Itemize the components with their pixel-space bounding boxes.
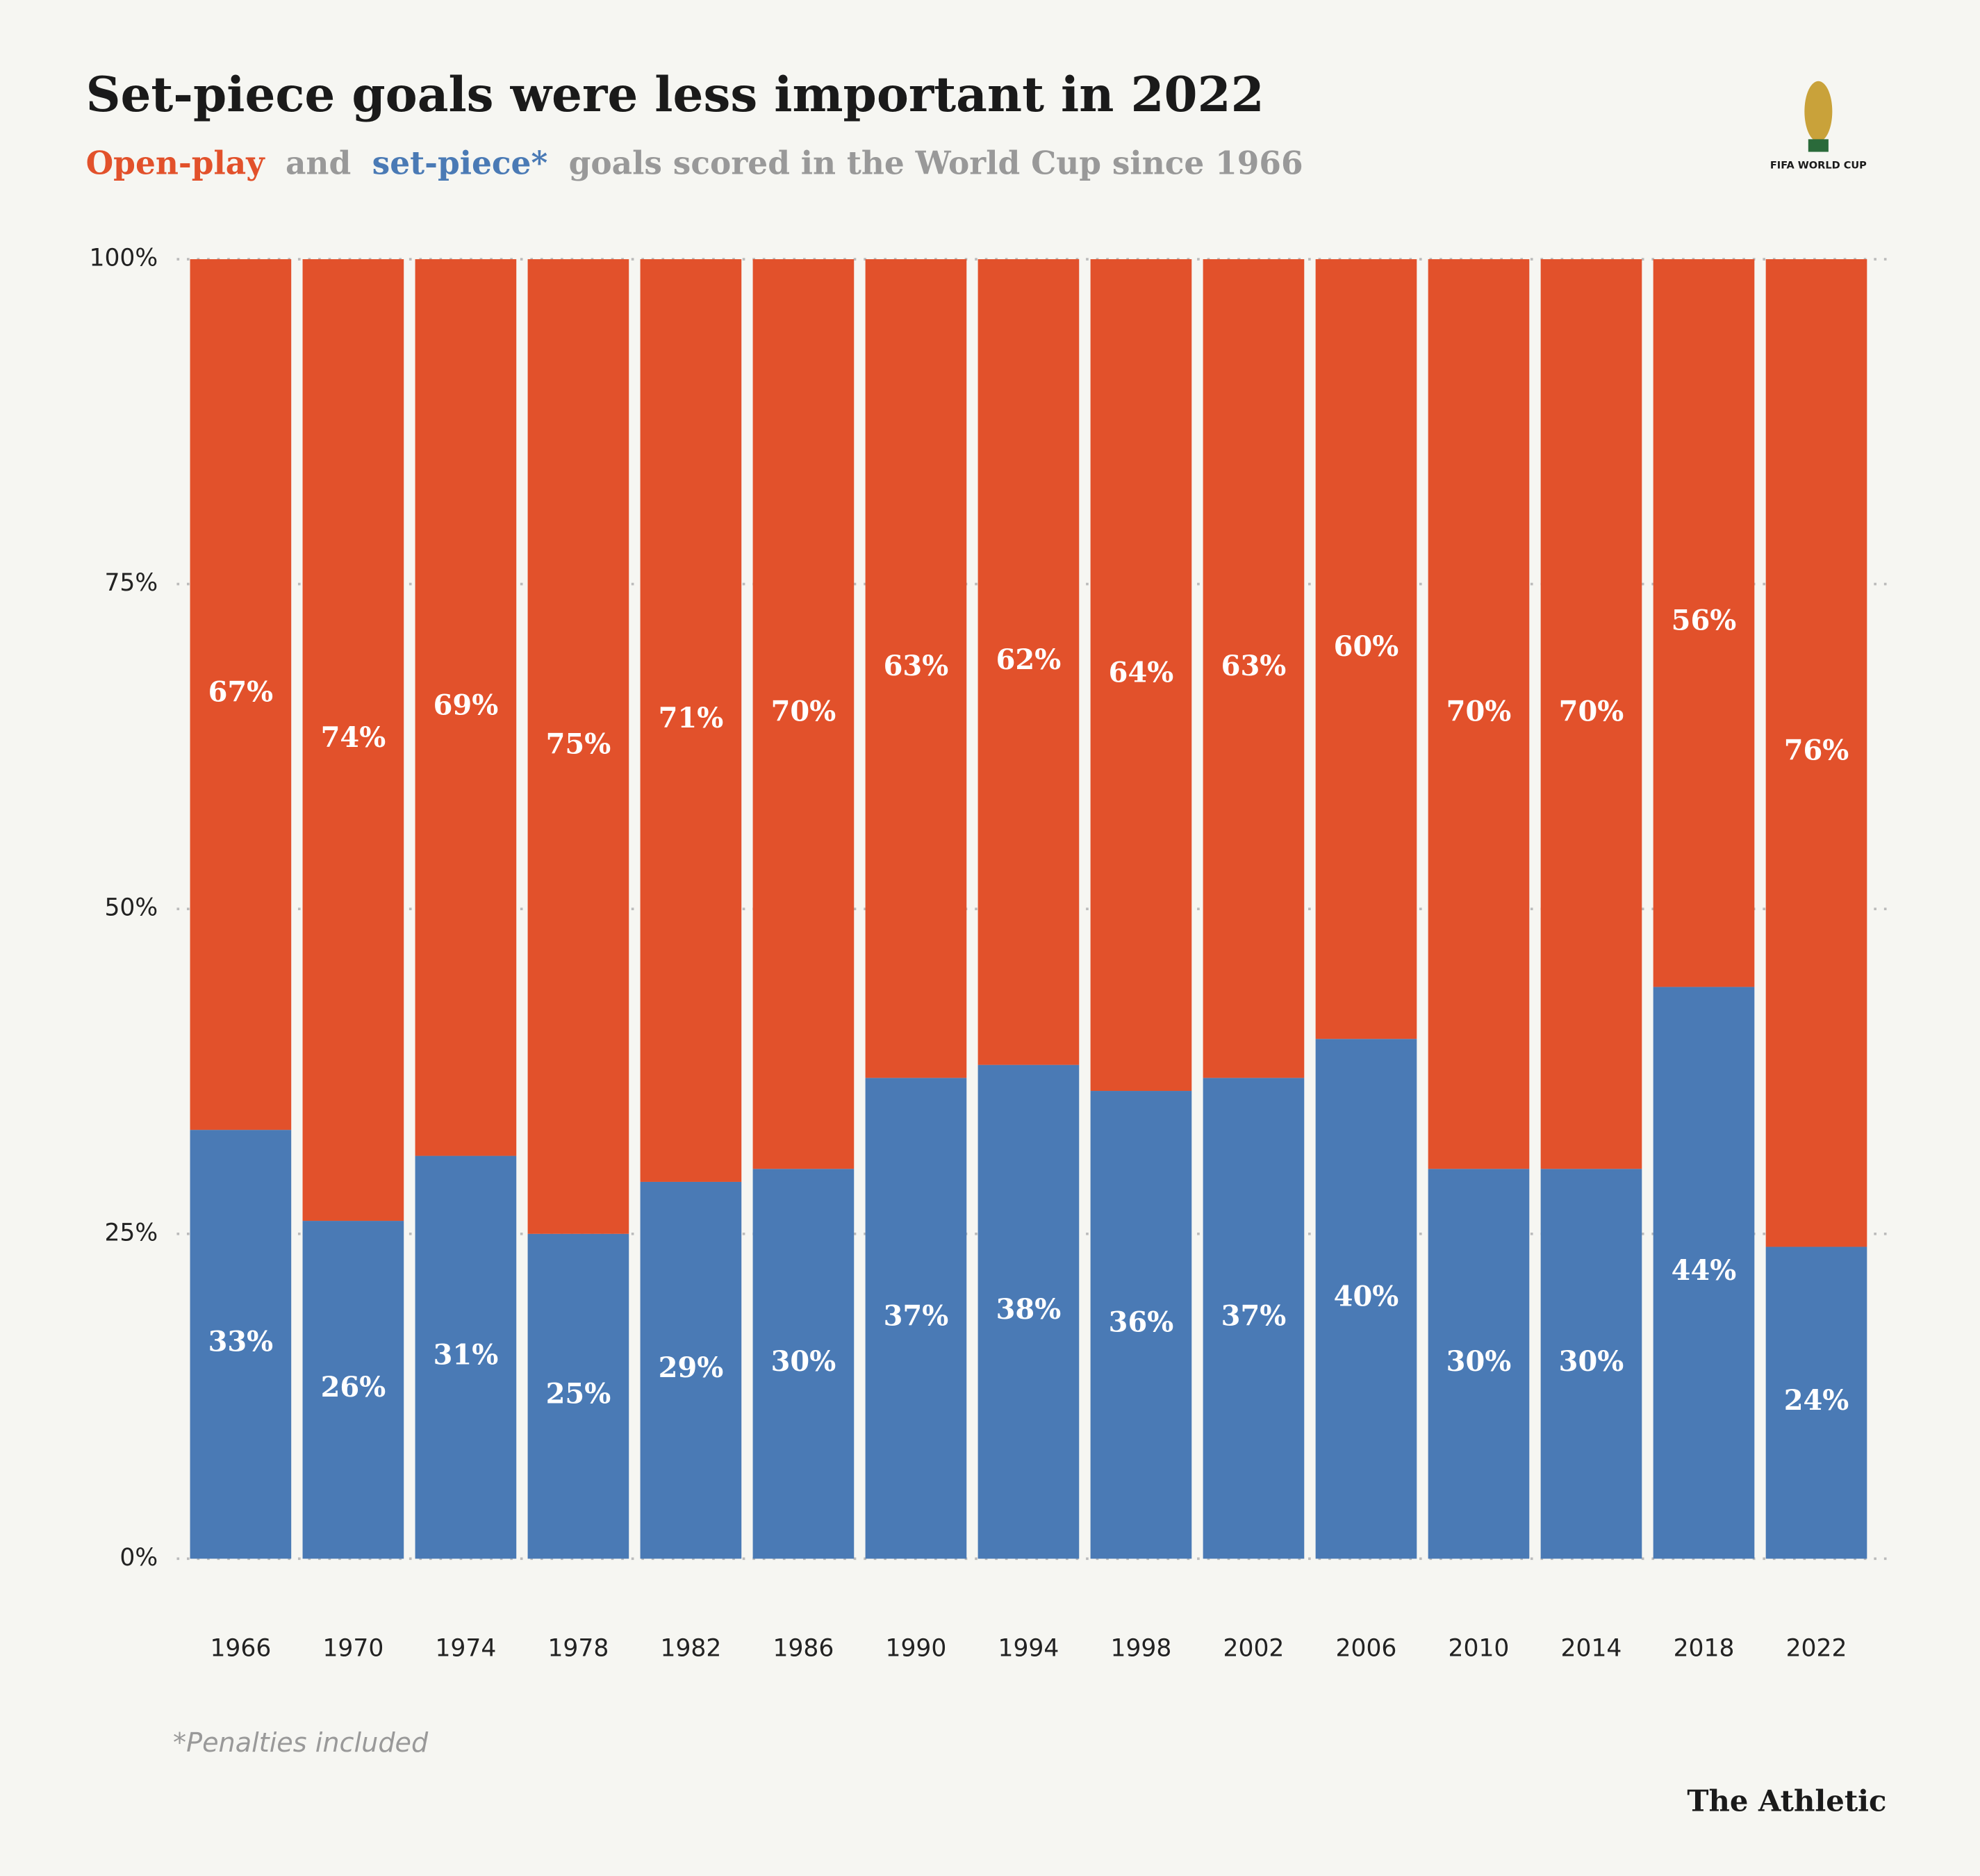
value-label: 33% [208,1326,274,1358]
value-label: 37% [884,1299,949,1332]
bar-segment [415,1155,517,1559]
source: The Athletic [1687,1784,1886,1818]
value-label: 70% [771,696,836,728]
value-label: 25% [546,1378,611,1410]
value-label: 30% [1559,1345,1624,1378]
value-label: 40% [1334,1280,1399,1313]
y-tick-label: 75% [104,569,158,597]
trophy-base [1808,139,1829,152]
y-tick-label: 100% [90,245,158,272]
x-tick-label: 2018 [1674,1635,1735,1663]
chart-subtitle: Open-play and set-piece* goals scored in… [86,144,1303,181]
value-label: 62% [996,643,1062,676]
bar-segment [527,1233,629,1559]
x-tick-label: 1994 [998,1635,1059,1663]
value-label: 44% [1672,1254,1737,1287]
bar-segment [1653,987,1755,1559]
bar-segment [302,259,404,1221]
bar-segment [752,1169,855,1559]
logo-text: FIFA WORLD CUP [1770,161,1867,172]
bar-segment [1540,1169,1642,1559]
x-tick-label: 1986 [773,1635,834,1663]
logo: FIFA WORLD CUP [1770,81,1867,172]
bar-segment [1428,1169,1530,1559]
bar-segment [190,259,292,1130]
value-label: 71% [659,702,724,734]
bar-segment [1315,1039,1417,1559]
value-label: 30% [771,1345,836,1378]
bar-segment [1540,259,1642,1169]
bar-segment [190,1130,292,1559]
subtitle-text: goals scored in the World Cup since 1966 [569,144,1303,181]
x-tick-label: 1998 [1111,1635,1172,1663]
bar-segment [977,1064,1080,1559]
x-tick-label: 2006 [1336,1635,1397,1663]
bar-segment [1765,259,1867,1247]
bar-segment [977,259,1080,1065]
chart-title: Set-piece goals were less important in 2… [86,67,1264,123]
x-tick-label: 2010 [1449,1635,1510,1663]
bar-segment [1428,259,1530,1169]
value-label: 75% [546,727,611,760]
bar-segment [1090,1091,1192,1559]
value-label: 36% [1109,1306,1174,1339]
legend-entry: Open-play [86,144,266,181]
bar-segment [865,259,967,1078]
value-label: 30% [1446,1345,1512,1378]
legend-entry: set-piece* [372,144,548,181]
value-label: 70% [1446,696,1512,728]
value-label: 38% [996,1293,1062,1326]
footnote: *Penalties included [173,1727,429,1758]
bar-segment [865,1078,967,1559]
x-tick-label: 2022 [1786,1635,1847,1663]
subtitle-text: and [286,144,351,181]
bar-segment [1203,1078,1305,1559]
x-tick-label: 1990 [886,1635,947,1663]
value-label: 24% [1784,1384,1849,1417]
bar-segment [1765,1246,1867,1559]
value-label: 63% [884,650,949,682]
y-tick-label: 0% [119,1544,158,1572]
value-label: 69% [434,689,499,721]
value-label: 29% [659,1351,724,1384]
x-tick-label: 1978 [547,1635,609,1663]
bar-segment [1090,259,1192,1092]
value-label: 76% [1784,734,1849,767]
value-label: 31% [434,1338,499,1371]
value-label: 56% [1672,604,1737,637]
value-label: 37% [1221,1299,1287,1332]
value-label: 63% [1221,650,1287,682]
x-tick-label: 2002 [1223,1635,1285,1663]
x-tick-label: 1966 [210,1635,271,1663]
value-label: 64% [1109,657,1174,689]
bar-segment [302,1221,404,1559]
bar-segment [527,259,629,1234]
value-label: 70% [1559,696,1624,728]
value-label: 26% [321,1371,386,1404]
bar-segment [1203,259,1305,1078]
x-tick-label: 1974 [435,1635,496,1663]
y-tick-label: 25% [104,1219,158,1246]
bar-segment [640,259,742,1182]
bar-segment [1315,259,1417,1039]
value-label: 60% [1334,630,1399,663]
bar-segment [752,259,855,1169]
bar-segment [1653,259,1755,987]
x-tick-label: 1970 [322,1635,383,1663]
bar-segment [640,1181,742,1559]
x-tick-label: 2014 [1561,1635,1622,1663]
bar-segment [415,259,517,1156]
y-tick-label: 50% [104,894,158,922]
value-label: 74% [321,721,386,754]
trophy [1804,81,1833,142]
value-label: 67% [208,676,274,709]
x-tick-label: 1982 [660,1635,721,1663]
